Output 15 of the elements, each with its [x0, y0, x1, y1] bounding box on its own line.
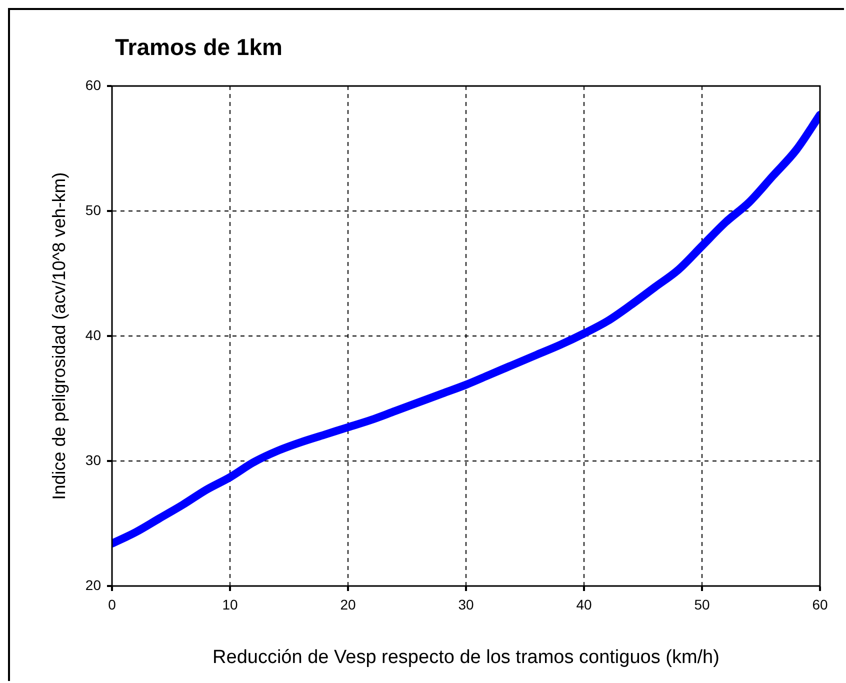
- y-axis-title: Indice de peligrosidad (acv/10^8 veh-km): [48, 172, 69, 500]
- x-tick-label: 10: [222, 596, 238, 612]
- x-tick-label: 30: [458, 596, 474, 612]
- chart-title: Tramos de 1km: [115, 33, 282, 61]
- x-tick-label: 50: [694, 596, 710, 612]
- y-tick-label: 30: [85, 452, 102, 468]
- x-tick-label: 40: [576, 596, 592, 612]
- y-tick-label: 20: [85, 576, 102, 593]
- y-tick-label: 50: [85, 202, 102, 218]
- x-tick-label: 20: [340, 596, 356, 612]
- y-tick-label: 40: [85, 326, 102, 343]
- x-tick-label: 0: [108, 596, 116, 612]
- y-tick-label: 60: [85, 76, 102, 93]
- x-axis-title: Reducción de Vesp respecto de los tramos contiguos (km/h): [212, 646, 720, 668]
- x-tick-label: 60: [812, 596, 828, 612]
